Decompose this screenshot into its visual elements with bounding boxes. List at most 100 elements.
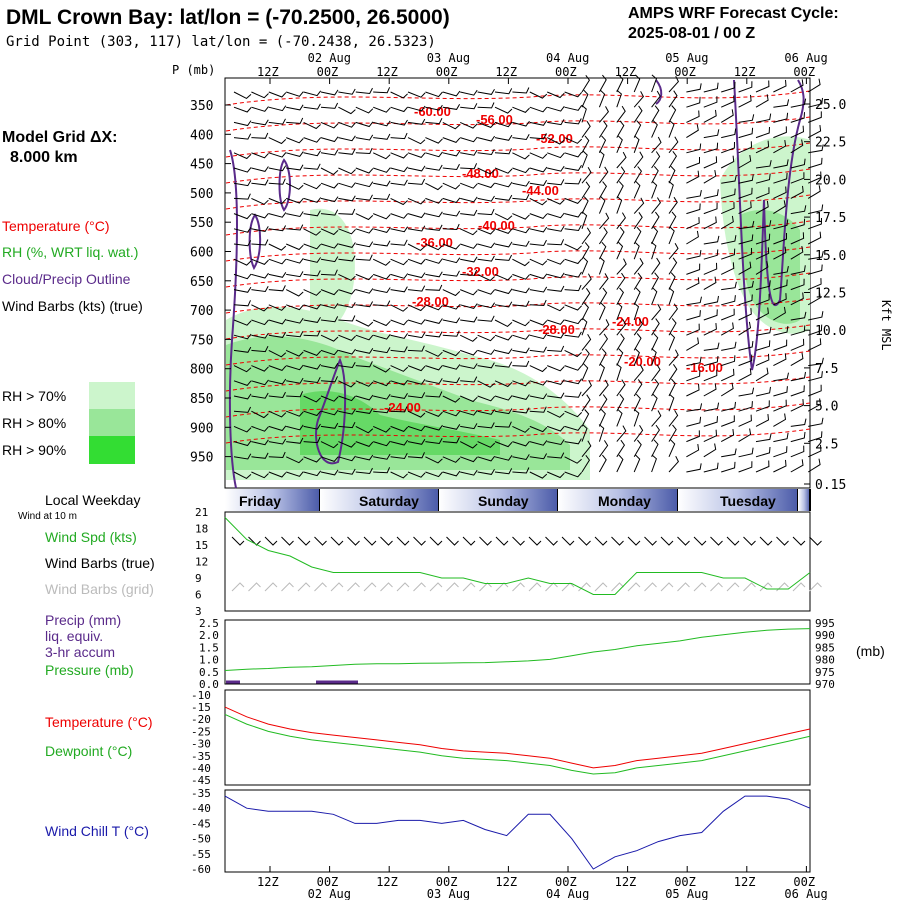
wind-barb [268, 118, 286, 125]
wind-barb [407, 105, 426, 112]
wind-barb [390, 213, 409, 219]
wind-barb [807, 231, 822, 245]
wind-barb [442, 223, 460, 231]
wind-barb [233, 91, 252, 100]
wind-barb [651, 424, 661, 442]
wind-barb [390, 226, 409, 233]
wind-barb [286, 364, 304, 371]
wind-barb [703, 170, 717, 184]
wind-barb [407, 304, 426, 312]
wind-barb [703, 309, 718, 321]
wind-barb [773, 279, 788, 291]
wind-barb [442, 437, 460, 444]
wind-barb [286, 437, 304, 444]
wind-barb [755, 367, 769, 382]
wind-barb [564, 425, 583, 431]
wind-barb [425, 424, 443, 431]
grid-wind-barb [380, 582, 393, 592]
wind-barb [529, 453, 548, 460]
wind-barb [268, 197, 287, 205]
wind-barb [320, 469, 339, 476]
wind-barb [599, 273, 609, 290]
wind-barb [355, 301, 374, 308]
grid-wind-barb [347, 582, 360, 592]
grid-wind-barb [528, 582, 542, 592]
legend-temperature: Temperature (°C) [2, 218, 110, 234]
temperature-label: -28.00 [412, 294, 449, 309]
wind-barb [668, 165, 676, 184]
wind-barb [286, 331, 304, 338]
surface-wind-barb [743, 536, 756, 546]
wind-barb [251, 91, 269, 99]
wind-barb [512, 258, 530, 267]
wind-barb [633, 74, 641, 93]
wind-barb [598, 363, 605, 381]
wind-barb [372, 425, 391, 433]
wind-barb [407, 243, 426, 252]
wind-barb [494, 408, 513, 415]
wind-barb [616, 89, 622, 108]
wind-barb [373, 347, 391, 354]
wind-barb [303, 103, 321, 110]
wind-barb [286, 471, 304, 477]
wind-barb [547, 379, 565, 385]
wind-barb [407, 165, 426, 172]
wind-barb [407, 438, 426, 445]
pressure-tick-label: 990 [815, 629, 835, 642]
surface-wind-barb [693, 536, 707, 546]
wind-chill-panel [224, 789, 811, 873]
wind-barb [425, 271, 443, 278]
wind-tick-label: 3 [195, 605, 202, 618]
wind-barb [581, 256, 589, 275]
wind-barb [633, 393, 641, 412]
wind-barb [460, 163, 478, 170]
wind-barb [738, 247, 753, 260]
pressure-tick-label: 450 [190, 158, 213, 173]
wind-barb [581, 363, 589, 382]
wind-barb [616, 196, 623, 214]
wind-barb [808, 264, 823, 275]
wind-barb [773, 99, 790, 108]
wind-barb [564, 471, 583, 478]
wind-barb [546, 410, 565, 418]
day-segment [558, 489, 678, 511]
wind-chill-label: Wind Chill T (°C) [45, 823, 149, 839]
bottom-date-label: 06 Aug [784, 887, 827, 900]
wind-barb [233, 393, 252, 400]
wind-barb [320, 89, 339, 96]
wind-barb [425, 410, 443, 417]
wind-barb [285, 349, 304, 357]
wind-barb [668, 242, 679, 260]
wind-barb [442, 395, 461, 403]
surface-wind-barb [627, 536, 641, 546]
wind-barb [703, 402, 720, 412]
wind-barb [460, 363, 478, 370]
wind-barb [686, 383, 700, 397]
wind-barb [773, 246, 787, 260]
wind-barb [529, 197, 548, 206]
bottom-hour-label: 12Z [734, 875, 756, 889]
wind-barb [251, 179, 269, 186]
wind-barb [790, 232, 805, 245]
wind-barb [320, 121, 339, 129]
wind-barb [547, 272, 565, 279]
wind-barb [773, 446, 788, 458]
wind-barb [460, 289, 478, 296]
wind-barb [425, 304, 443, 311]
wind-barb [303, 137, 322, 143]
wind-barb [286, 391, 304, 398]
surface-wind-barb [578, 536, 591, 546]
wind-barb [808, 357, 824, 367]
wind-barb [268, 178, 286, 185]
wind-barb [251, 345, 269, 353]
wind-barb [512, 394, 530, 400]
precip-sub1: liq. equiv. [45, 628, 103, 644]
wind-barb [303, 410, 322, 417]
wind-barb [738, 114, 755, 123]
wind-barb [303, 470, 322, 477]
wind-barb [807, 458, 821, 473]
wind-barb [460, 349, 478, 356]
wind-barb [773, 306, 786, 321]
wind-barb [686, 277, 700, 291]
wind-barb [547, 452, 565, 459]
